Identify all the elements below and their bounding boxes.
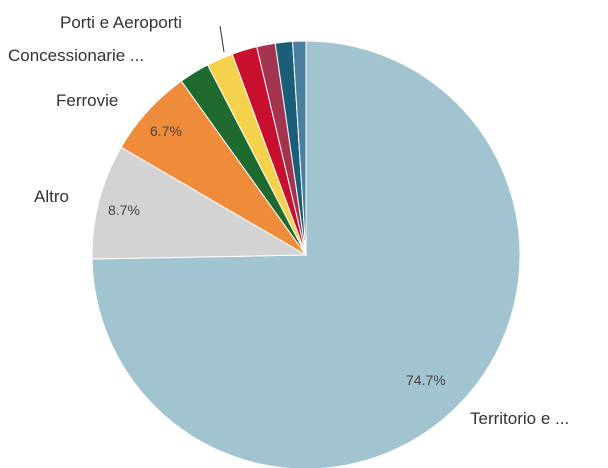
slice-label-territorio: Territorio e ... bbox=[470, 409, 569, 428]
pie-slice-8 bbox=[292, 40, 307, 256]
slice-label-concessionarie: Concessionarie ... bbox=[8, 46, 144, 65]
slice-label-porti-aeroporti: Porti e Aeroporti bbox=[60, 13, 182, 32]
slice-pct-ferrovie: 6.7% bbox=[150, 123, 182, 139]
pie-slices bbox=[91, 40, 521, 468]
slice-pct-altro: 8.7% bbox=[108, 202, 140, 218]
slice-label-ferrovie: Ferrovie bbox=[56, 91, 118, 110]
slice-pct-territorio: 74.7% bbox=[406, 372, 446, 388]
pie-slice-1 bbox=[91, 146, 308, 260]
leader-line-porti bbox=[219, 25, 225, 53]
leader-lines bbox=[219, 25, 225, 53]
slice-label-altro: Altro bbox=[34, 187, 69, 206]
